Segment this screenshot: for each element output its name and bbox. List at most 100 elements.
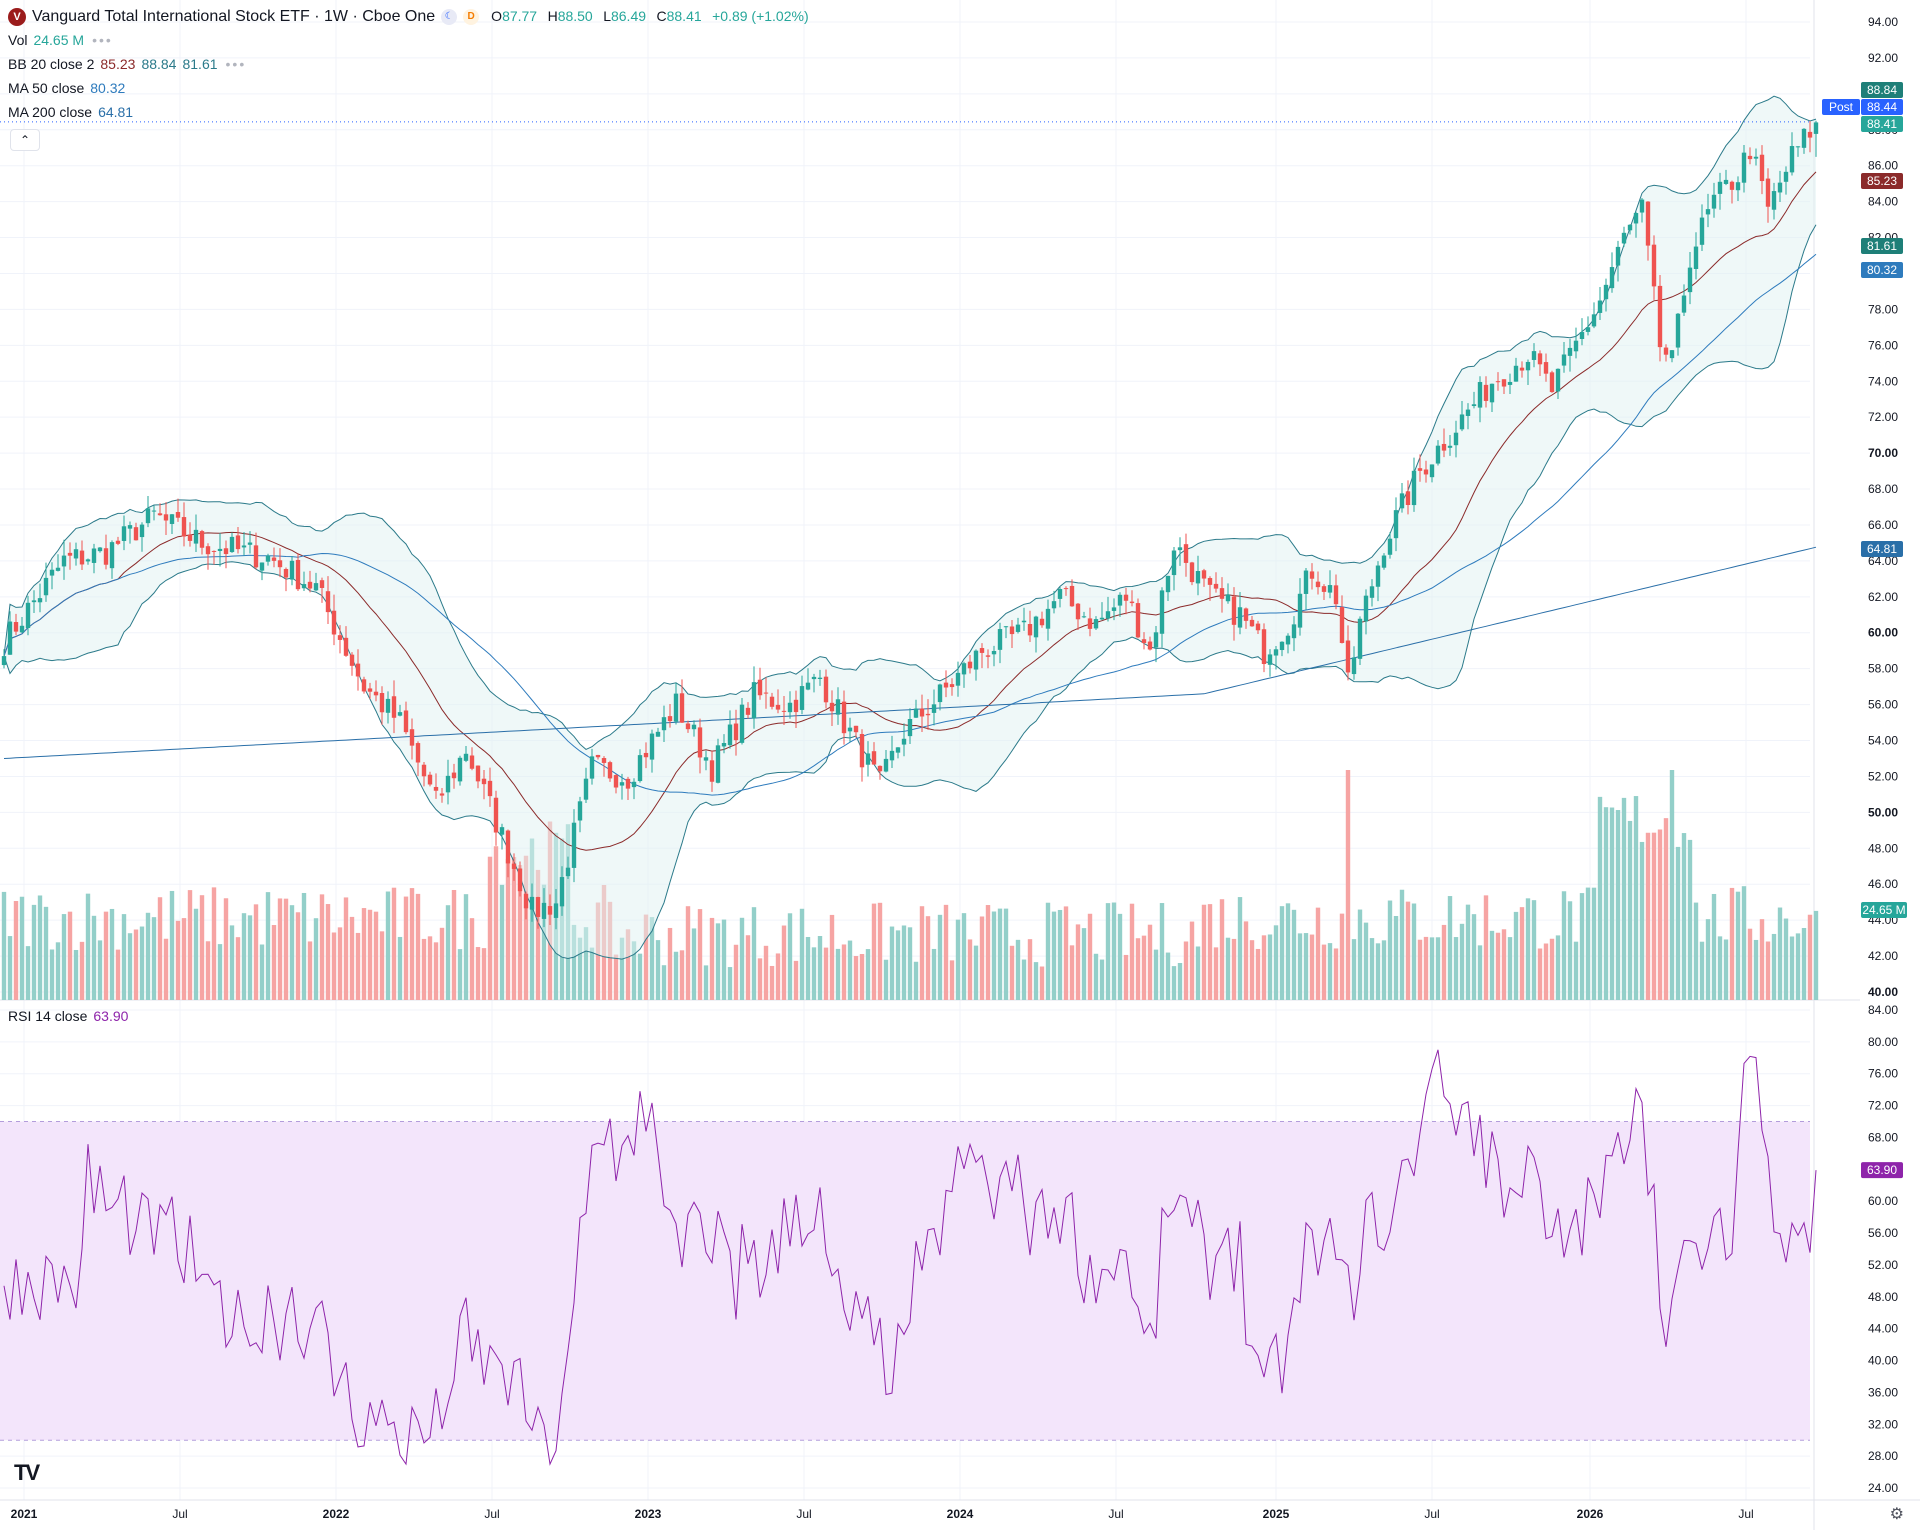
legend-ma50[interactable]: MA 50 close 80.32	[8, 80, 126, 96]
candle-body	[817, 677, 823, 680]
candle-body	[511, 863, 517, 869]
candle-body	[235, 535, 241, 550]
volume-bar	[961, 913, 967, 1000]
candle-body	[499, 827, 505, 835]
volume-bar	[1441, 924, 1447, 1000]
candle-body	[43, 577, 49, 596]
legend-volume[interactable]: Vol 24.65 M •••	[8, 32, 113, 48]
candle-body	[643, 752, 649, 758]
candle-body	[685, 723, 691, 730]
volume-bar	[703, 965, 709, 1000]
volume-bar	[757, 958, 763, 1000]
candle-body	[277, 560, 283, 568]
candle-body	[391, 696, 397, 718]
volume-bar	[1207, 904, 1213, 1000]
volume-bar	[745, 935, 751, 1000]
candle-body	[55, 567, 61, 571]
candle-body	[457, 757, 463, 782]
more-icon[interactable]: •••	[225, 56, 247, 72]
more-icon[interactable]: •••	[92, 32, 113, 48]
volume-bar	[397, 936, 403, 1000]
candle-body	[181, 517, 187, 537]
candle-body	[1243, 608, 1249, 621]
volume-bar	[1645, 832, 1651, 1000]
volume-bar	[1801, 927, 1807, 1000]
volume-bar	[367, 909, 373, 1000]
candle-body	[979, 648, 985, 653]
candle-body	[973, 650, 979, 670]
candle-body	[997, 629, 1003, 650]
candle-body	[199, 531, 205, 548]
volume-bar	[1147, 924, 1153, 1000]
candle-body	[967, 661, 973, 669]
legend-bb[interactable]: BB 20 close 2 85.23 88.84 81.61 •••	[8, 56, 247, 72]
candle-body	[1705, 209, 1711, 215]
candle-body	[1513, 365, 1519, 382]
volume-bar	[943, 904, 949, 1000]
candle-body	[409, 729, 415, 746]
candle-body	[1339, 607, 1345, 643]
time-tick-label: 2022	[323, 1507, 350, 1521]
candle-body	[859, 734, 865, 768]
candle-body	[1369, 586, 1375, 598]
volume-bar	[499, 884, 505, 1000]
volume-bar	[1609, 807, 1615, 1000]
volume-bar	[1789, 936, 1795, 1000]
volume-bar	[1231, 938, 1237, 1000]
candle-body	[1393, 510, 1399, 539]
legend-rsi[interactable]: RSI 14 close 63.90	[8, 1008, 129, 1024]
candle-body	[295, 559, 301, 590]
volume-bar	[1771, 933, 1777, 1000]
candle-body	[1105, 611, 1111, 619]
volume-bar	[169, 890, 175, 1000]
volume-bar	[1627, 820, 1633, 1000]
candle-body	[1567, 347, 1573, 356]
gear-icon[interactable]: ⚙	[1889, 1506, 1904, 1523]
candle-body	[1741, 152, 1747, 183]
ohlc-close: C88.41	[656, 8, 702, 24]
candle-body	[1807, 131, 1813, 138]
legend-ma200[interactable]: MA 200 close 64.81	[8, 104, 134, 120]
candle-body	[697, 727, 703, 758]
rsi-band-fill	[0, 1121, 1810, 1441]
volume-bar	[1657, 829, 1663, 1000]
volume-bar	[103, 911, 109, 1000]
volume-bar	[1051, 911, 1057, 1000]
volume-bar	[1687, 839, 1693, 1000]
volume-bar	[541, 884, 547, 1000]
chart-title[interactable]: Vanguard Total International Stock ETF ·…	[32, 7, 436, 25]
candle-body	[1687, 267, 1693, 293]
volume-bar	[85, 893, 91, 1000]
volume-bar	[637, 953, 643, 1000]
volume-bar	[1273, 925, 1279, 1000]
collapse-legend-button[interactable]: ⌃	[10, 129, 40, 151]
volume-bar	[931, 948, 937, 1000]
candle-body	[1483, 384, 1489, 401]
volume-bar	[1795, 933, 1801, 1000]
price-tick-label: 72.00	[1868, 410, 1898, 424]
candle-body	[727, 724, 733, 746]
volume-bar	[1285, 903, 1291, 1000]
candle-body	[1219, 588, 1225, 599]
candle-body	[871, 751, 877, 765]
candle-body	[1543, 362, 1549, 374]
candle-body	[229, 536, 235, 553]
volume-bar	[1195, 946, 1201, 1000]
volume-bar	[1585, 887, 1591, 1000]
ohlc-change: +0.89 (+1.02%)	[712, 8, 809, 24]
volume-bar	[1405, 901, 1411, 1000]
volume-bar	[1033, 962, 1039, 1000]
candle-body	[1021, 620, 1027, 623]
volume-bar	[517, 865, 523, 1000]
badge-bb-lower-text: 81.61	[1867, 239, 1897, 253]
candle-body	[577, 801, 583, 821]
candle-body	[1183, 544, 1189, 563]
volume-bar	[445, 905, 451, 1000]
symbol-logo-icon[interactable]: V	[8, 7, 26, 26]
candle-body	[1699, 217, 1705, 245]
volume-bar	[1069, 945, 1075, 1000]
time-tick-label: 2026	[1577, 1507, 1604, 1521]
volume-bar	[1573, 941, 1579, 1000]
candle-body	[841, 701, 847, 734]
